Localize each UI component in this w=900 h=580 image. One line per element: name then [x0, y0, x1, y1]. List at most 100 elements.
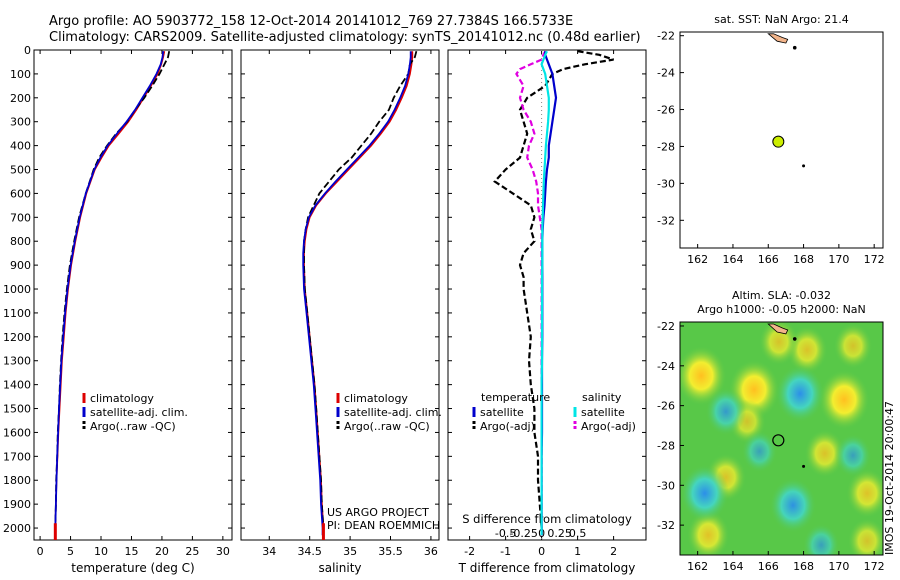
sla-anomaly-blob: [686, 509, 730, 555]
temperature-xtick-label: 10: [94, 545, 108, 558]
sla-anomaly-blob: [846, 468, 883, 518]
sla-map-frame: [679, 321, 884, 556]
salinity-xtick-label: 36: [424, 545, 438, 558]
sst-new-caledonia-land: [767, 33, 789, 44]
legend-label-climatology: climatology: [90, 392, 154, 405]
temperature-ytick-label: 400: [10, 140, 31, 153]
temperature-ytick-label: 900: [10, 259, 31, 272]
temperature-xtick-label: 15: [124, 545, 138, 558]
temperature-ytick-label: 1400: [3, 379, 31, 392]
salinity-frame: [240, 49, 440, 541]
temperature-ytick-label: 800: [10, 235, 31, 248]
salinity-xlabel: salinity: [318, 561, 361, 575]
temperature-ytick-label: 1700: [3, 450, 31, 463]
legend-label-sal-argo: Argo(..raw -QC): [344, 420, 430, 433]
temperature-ytick-label: 1800: [3, 474, 31, 487]
temperature-xtick-label: 0: [37, 545, 44, 558]
sst_map-xtick-label: 172: [864, 253, 885, 266]
difference-xtick-label: 0: [538, 545, 545, 558]
legend-label-satellite: satellite-adj. clim.: [90, 406, 188, 419]
diff-s-tick-label: 0.5: [569, 527, 587, 540]
temperature-ytick-label: 600: [10, 187, 31, 200]
difference-plot: -2 -1 0 1 2 T difference from climatology S di…: [447, 49, 647, 575]
sla-anomaly-blob: [705, 387, 747, 436]
diff-s-tick-label: -0.5: [495, 527, 516, 540]
sst_map-xtick-label: 166: [758, 253, 779, 266]
temperature-ytick-label: 1300: [3, 355, 31, 368]
sal-satellite-line: [302, 51, 412, 536]
temp-argo-line: [54, 51, 171, 536]
sst-norfolk-island: [802, 164, 806, 168]
temperature-xtick-label: 5: [67, 545, 74, 558]
credit-line-1: US ARGO PROJECT: [327, 506, 429, 519]
temperature-ytick-label: 1100: [3, 307, 31, 320]
sst-isle-of-pines: [792, 45, 797, 50]
sla-isle-of-pines: [792, 337, 797, 341]
temperature-ytick-label: 100: [10, 68, 31, 81]
sla_map-xtick-label: 170: [828, 560, 849, 573]
salinity-xtick-label: 35: [343, 545, 357, 558]
header-line-2: Climatology: CARS2009. Satellite-adjuste…: [49, 30, 641, 45]
header-line-1: Argo profile: AO 5903772_158 12-Oct-2014…: [49, 14, 573, 29]
temperature-xtick-label: 30: [216, 545, 230, 558]
sst_map-ytick-label: -32: [657, 214, 675, 227]
sal-climatology-line: [303, 51, 414, 536]
sla-map: 162 164 166 168 170 172 -22 -24 -26 -28 -30 -32 Alti…: [657, 289, 885, 573]
temperature-ytick-label: 0: [24, 44, 31, 57]
legend-label-sal-climatology: climatology: [344, 392, 408, 405]
sst_map-ytick-label: -30: [657, 177, 675, 190]
temperature-ytick-label: 200: [10, 92, 31, 105]
sla_map-ytick-label: -30: [657, 479, 675, 492]
sla-new-caledonia-land: [767, 323, 789, 335]
legend-title-temperature: temperature: [481, 391, 550, 404]
sla-anomaly-blob: [804, 429, 846, 478]
sla-anomaly-blob: [758, 322, 799, 366]
sla-norfolk-island: [802, 464, 806, 468]
diff-s-satellite-line: [540, 50, 550, 536]
sla-anomaly-blob: [680, 464, 730, 523]
sla-heatmap-field: [680, 322, 883, 555]
legend-label-t-satellite: satellite: [480, 406, 524, 419]
difference-xtick-label: -2: [464, 545, 475, 558]
sla_map-xtick-label: 166: [758, 560, 779, 573]
temp-climatology-line: [54, 51, 166, 536]
diff-s-axis-label: S difference from climatology: [462, 512, 632, 526]
sst_map-xtick-label: 170: [828, 253, 849, 266]
temperature-ytick-label: 1900: [3, 498, 31, 511]
legend-title-salinity: salinity: [582, 391, 622, 404]
temperature-ytick-label: 300: [10, 116, 31, 129]
temp-satellite-line: [54, 51, 165, 536]
diff-s-tick-label: 0.25: [547, 527, 572, 540]
salinity-xtick-label: 35.5: [378, 545, 403, 558]
temperature-plot: 0 5 10 15 20 25 300100200300400500600700800900…: [3, 44, 233, 575]
sla_map-ytick-label: -22: [657, 320, 675, 333]
temperature-xtick-label: 20: [155, 545, 169, 558]
timestamp-label: IMOS 19-Oct-2014 20:00:47: [883, 401, 896, 555]
diff-s-tick-label: -0.25: [509, 527, 537, 540]
sla-float-marker: [772, 434, 785, 447]
sla_map-ytick-label: -28: [657, 439, 675, 452]
sst-map-title: sat. SST: NaN Argo: 21.4: [714, 13, 848, 26]
temperature-ytick-label: 2000: [3, 522, 31, 535]
temperature-frame: [33, 49, 233, 541]
credit-line-2: PI: DEAN ROEMMICH: [327, 519, 440, 532]
temperature-ytick-label: 1500: [3, 403, 31, 416]
difference-xtick-label: -1: [500, 545, 511, 558]
sst_map-xtick-label: 164: [722, 253, 743, 266]
legend-label-s-satellite: satellite: [581, 406, 625, 419]
salinity-xtick-label: 34: [262, 545, 276, 558]
sst-float-marker: [772, 135, 785, 148]
temperature-ytick-label: 1000: [3, 283, 31, 296]
salinity-xtick-label: 34.5: [297, 545, 322, 558]
sla_map-xtick-label: 164: [722, 560, 743, 573]
temperature-xlabel: temperature (deg C): [71, 561, 194, 575]
sla_map-ytick-label: -24: [657, 360, 675, 373]
temperature-xtick-label: 25: [185, 545, 199, 558]
temperature-ytick-label: 1600: [3, 426, 31, 439]
sla-map-title: Altim. SLA: -0.032: [732, 289, 831, 302]
sla-anomaly-blob: [775, 364, 825, 423]
sla-anomaly-blob: [847, 518, 883, 555]
temperature-ytick-label: 1200: [3, 331, 31, 344]
sla-anomaly-blob: [802, 523, 840, 555]
